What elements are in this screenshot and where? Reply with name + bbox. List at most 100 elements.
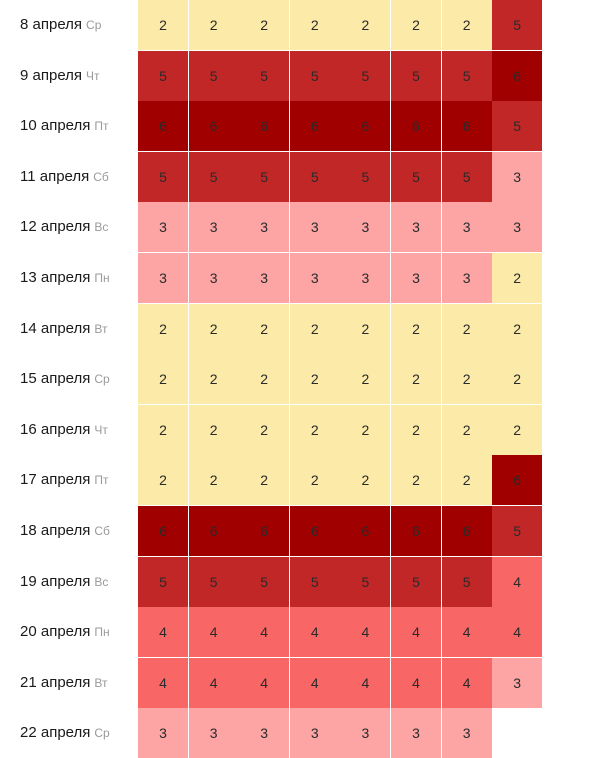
level-cell: 3 [188, 253, 239, 303]
level-cell: 3 [492, 657, 543, 708]
level-cell: 5 [239, 50, 290, 101]
level-cell: 6 [391, 101, 441, 152]
level-cell: 2 [138, 455, 188, 506]
level-cell: 4 [391, 657, 441, 708]
level-cell: 2 [340, 0, 391, 50]
level-cell: 5 [441, 50, 492, 101]
weekday-text: Чт [86, 68, 100, 83]
level-cell: 3 [138, 202, 188, 253]
level-cell: 3 [391, 202, 441, 253]
level-cell: 4 [340, 657, 391, 708]
date-text: 18 апреля [20, 522, 91, 539]
row-date-label: 17 апреля Пт [20, 455, 109, 505]
forecast-row: 19 апреля Вс 5 5 5 5 5 5 5 4 [0, 556, 616, 607]
level-cell: 4 [441, 607, 492, 658]
forecast-row: 17 апреля Пт 2 2 2 2 2 2 2 6 [0, 455, 616, 506]
level-cell: 3 [340, 253, 391, 303]
level-cell: 2 [492, 303, 543, 354]
level-cell: 2 [289, 303, 340, 354]
weekday-text: Вт [94, 675, 108, 690]
weekday-text: Ср [86, 18, 102, 32]
forecast-row: 15 апреля Ср 2 2 2 2 2 2 2 2 [0, 354, 616, 405]
level-cell: 4 [441, 657, 492, 708]
weekday-text: Вс [94, 574, 109, 589]
forecast-row: 18 апреля Сб 6 6 6 6 6 6 6 5 [0, 506, 616, 556]
level-cell: 3 [188, 202, 239, 253]
level-cell: 3 [289, 708, 340, 758]
date-text: 13 апреля [20, 269, 91, 286]
row-date-label: 12 апреля Вс [20, 202, 108, 252]
forecast-row: 11 апреля Сб 5 5 5 5 5 5 5 3 [0, 151, 616, 202]
row-date-label: 18 апреля Сб [20, 506, 110, 556]
weekday-text: Сб [93, 169, 109, 184]
level-cell: 3 [239, 708, 290, 758]
level-cell: 5 [340, 556, 391, 607]
level-cell: 5 [289, 151, 340, 202]
level-cell: 5 [340, 151, 391, 202]
level-cell: 6 [289, 101, 340, 152]
level-cell: 2 [340, 455, 391, 506]
level-cell: 2 [441, 0, 492, 50]
level-cell: 3 [188, 708, 239, 758]
level-cell: 4 [391, 607, 441, 658]
level-cell: 2 [441, 354, 492, 405]
row-date-label: 15 апреля Ср [20, 354, 110, 404]
level-cell: 3 [138, 708, 188, 758]
level-cell: 6 [492, 455, 543, 506]
forecast-row: 12 апреля Вс 3 3 3 3 3 3 3 3 [0, 202, 616, 253]
date-text: 11 апреля [20, 167, 90, 185]
level-cell: 2 [239, 354, 290, 405]
level-cell: 2 [492, 253, 543, 303]
level-cell: 2 [289, 0, 340, 50]
weekday-text: Вс [94, 220, 109, 235]
level-cell: 2 [391, 0, 441, 50]
date-text: 9 апреля [20, 66, 83, 84]
level-cell: 5 [188, 50, 239, 101]
level-cell: 6 [441, 101, 492, 152]
row-date-label: 13 апреля Пн [20, 253, 110, 303]
level-cell: 2 [391, 455, 441, 506]
date-text: 14 апреля [20, 319, 91, 337]
date-text: 17 апреля [20, 471, 91, 489]
level-cell: 3 [492, 202, 543, 253]
row-date-label: 11 апреля Сб [20, 152, 109, 202]
level-cell: 2 [492, 404, 543, 455]
level-cell: 4 [188, 607, 239, 658]
weekday-text: Пт [94, 119, 109, 134]
level-cell: 2 [289, 455, 340, 506]
level-cell: 6 [340, 506, 391, 556]
level-cell: 3 [441, 708, 492, 758]
date-text: 16 апреля [20, 420, 91, 438]
row-date-label: 21 апреля Вт [20, 658, 108, 708]
level-cell: 3 [391, 253, 441, 303]
level-cell: 4 [138, 657, 188, 708]
row-date-label: 8 апреля Ср [20, 0, 101, 50]
date-text: 22 апреля [20, 724, 91, 742]
row-date-label: 10 апреля Пт [20, 101, 109, 151]
weekday-text: Сб [94, 524, 110, 538]
level-cell: 2 [188, 354, 239, 405]
level-cell: 2 [340, 303, 391, 354]
level-cell: 5 [138, 556, 188, 607]
level-cell: 5 [188, 151, 239, 202]
level-cell: 2 [138, 303, 188, 354]
row-date-label: 16 апреля Чт [20, 405, 108, 455]
level-cell: 6 [138, 101, 188, 152]
forecast-row: 20 апреля Пн 4 4 4 4 4 4 4 4 [0, 607, 616, 658]
level-cell: 4 [239, 607, 290, 658]
level-cell: 5 [239, 151, 290, 202]
level-cell: 2 [188, 303, 239, 354]
level-cell: 6 [289, 506, 340, 556]
level-cell: 2 [239, 0, 290, 50]
level-cell: 3 [289, 202, 340, 253]
level-cell: 2 [340, 354, 391, 405]
level-cell: 2 [239, 455, 290, 506]
level-cell: 5 [391, 556, 441, 607]
level-cell: 6 [188, 506, 239, 556]
level-cell: 3 [340, 202, 391, 253]
level-cell: 2 [289, 354, 340, 405]
forecast-row: 8 апреля Ср 2 2 2 2 2 2 2 5 [0, 0, 616, 50]
level-cell: 5 [492, 101, 543, 152]
date-text: 12 апреля [20, 218, 91, 236]
row-date-label: 22 апреля Ср [20, 708, 110, 758]
